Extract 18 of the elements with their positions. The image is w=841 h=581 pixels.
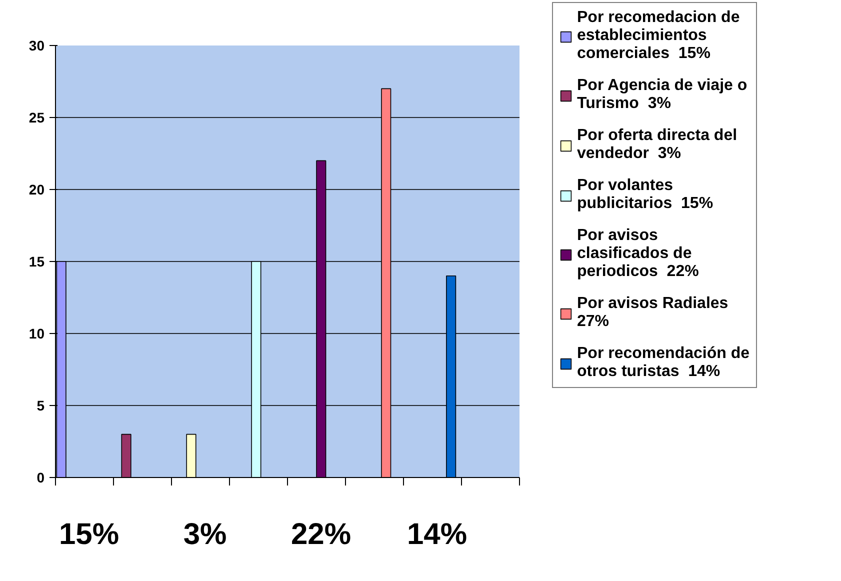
legend-label: Por avisos Radiales 27% <box>577 295 728 331</box>
y-tick-label: 20 <box>28 182 45 198</box>
text: 3% <box>183 517 227 553</box>
text: 14% <box>406 517 468 553</box>
y-tick-label: 25 <box>28 110 45 126</box>
legend-label: Por recomendación de otros turistas 14% <box>577 345 750 381</box>
y-tick-label: 30 <box>28 38 45 54</box>
legend-label: Por volantes publicitarios 15% <box>577 177 714 213</box>
y-tick-label: 10 <box>28 326 45 342</box>
legend-label: Por oferta directa del vendedor 3% <box>577 127 738 163</box>
text: 15% <box>58 517 120 553</box>
legend-label: Por avisos clasificados de periodicos 22% <box>577 227 699 281</box>
legend-label: Por recomedacion de establecimientos comerciales 15% <box>577 9 740 63</box>
y-tick-label: 0 <box>36 470 45 486</box>
text: 22% <box>290 517 352 553</box>
legend-label: Por Agencia de viaje o Turismo 3% <box>577 77 748 113</box>
y-tick-label: 15 <box>28 254 45 270</box>
y-tick-label: 5 <box>36 398 45 414</box>
